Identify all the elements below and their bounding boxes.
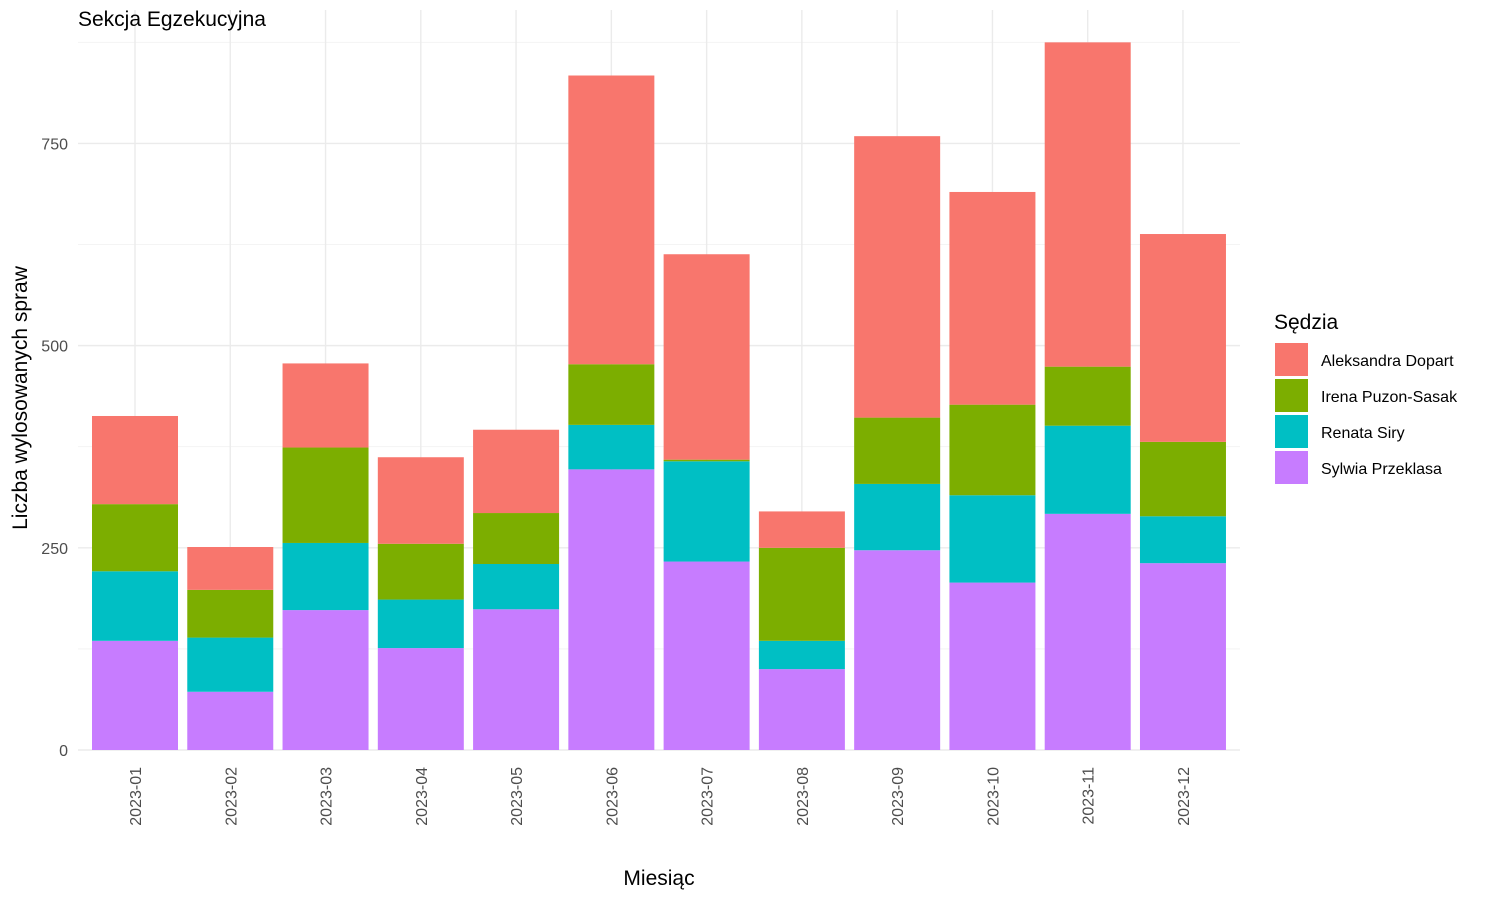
bar-segment xyxy=(1044,42,1131,367)
bar-segment xyxy=(377,648,464,750)
bar-segment xyxy=(1044,513,1131,750)
bar-segment xyxy=(377,457,464,544)
bar-segment xyxy=(854,483,941,551)
bar-segment xyxy=(758,547,845,641)
legend-items: Aleksandra Dopart Irena Puzon-Sasak Renata… xyxy=(1275,343,1458,484)
bar-segment xyxy=(949,404,1036,496)
bar-segment xyxy=(949,191,1036,405)
bar-segment xyxy=(758,640,845,670)
x-tick-label: 2023-12 xyxy=(1176,767,1193,826)
bar-segment xyxy=(854,417,941,484)
x-tick-label: 2023-09 xyxy=(890,767,907,826)
bar-segment xyxy=(568,424,655,470)
bar-segment xyxy=(473,609,560,750)
bar-segment xyxy=(282,610,369,750)
bar-segment xyxy=(758,511,845,548)
legend-item: Renata Siry xyxy=(1275,415,1405,448)
bar-segment xyxy=(758,669,845,750)
bar-segment xyxy=(568,364,655,425)
bar-segment xyxy=(92,571,178,641)
bar-segment xyxy=(187,691,274,750)
bar-segment xyxy=(473,563,560,610)
x-tick-label: 2023-01 xyxy=(128,767,145,826)
bar-segment xyxy=(1139,441,1226,517)
bar-segment xyxy=(663,459,750,462)
bar-segment xyxy=(282,447,369,543)
bar-segment xyxy=(473,429,560,514)
x-tick-label: 2023-05 xyxy=(509,767,526,826)
legend-label: Irena Puzon-Sasak xyxy=(1321,389,1458,406)
legend-label: Renata Siry xyxy=(1321,425,1405,442)
bar-segment xyxy=(663,254,750,460)
legend-item: Irena Puzon-Sasak xyxy=(1275,379,1458,412)
y-tick-label: 500 xyxy=(41,339,68,356)
x-tick-label: 2023-07 xyxy=(700,767,717,826)
bar-segment xyxy=(1139,563,1226,750)
legend-title: Sędzia xyxy=(1274,311,1339,334)
legend-swatch xyxy=(1275,343,1308,376)
legend-swatch xyxy=(1275,379,1308,412)
x-tick-label: 2023-08 xyxy=(795,767,812,826)
bar-segment xyxy=(663,561,750,750)
bar-segment xyxy=(663,461,750,562)
legend: Sędzia Aleksandra Dopart Irena Puzon-Sasa… xyxy=(1274,311,1458,484)
bar-segment xyxy=(377,599,464,649)
y-axis-title: Liczba wylosowanych spraw xyxy=(9,265,32,530)
x-tick-label: 2023-03 xyxy=(319,767,336,826)
y-tick-label: 750 xyxy=(41,136,68,153)
y-tick-label: 250 xyxy=(41,541,68,558)
bar-segment xyxy=(949,495,1036,583)
x-tick-label: 2023-11 xyxy=(1081,767,1098,825)
bar-segment xyxy=(282,542,369,611)
legend-label: Aleksandra Dopart xyxy=(1321,353,1454,370)
legend-item: Aleksandra Dopart xyxy=(1275,343,1454,376)
bar-segment xyxy=(1044,366,1131,426)
bar-segment xyxy=(854,136,941,418)
bar-segment xyxy=(282,363,369,448)
y-tick-label: 0 xyxy=(59,743,68,760)
bar-segment xyxy=(187,637,274,692)
bar-segment xyxy=(92,415,178,505)
bar-segment xyxy=(854,550,941,750)
legend-item: Sylwia Przeklasa xyxy=(1275,451,1442,484)
legend-swatch xyxy=(1275,415,1308,448)
bar-segment xyxy=(1139,516,1226,564)
legend-label: Sylwia Przeklasa xyxy=(1321,461,1442,478)
bar-segment xyxy=(92,504,178,572)
legend-swatch xyxy=(1275,451,1308,484)
bar-segment xyxy=(377,543,464,600)
chart-title: Sekcja Egzekucyjna xyxy=(78,8,266,31)
x-tick-label: 2023-02 xyxy=(223,767,240,826)
x-tick-label: 2023-04 xyxy=(414,767,431,826)
bars xyxy=(92,42,1226,750)
bar-segment xyxy=(187,547,274,590)
bar-segment xyxy=(473,513,560,564)
bar-segment xyxy=(92,640,178,750)
y-axis-ticks: 0 250 500 750 xyxy=(41,136,68,760)
bar-segment xyxy=(568,75,655,365)
x-axis-ticks: 2023-01 2023-02 2023-03 2023-04 2023-05 2023-… xyxy=(128,767,1193,826)
bar-segment xyxy=(949,582,1036,750)
x-axis-title: Miesiąc xyxy=(623,867,694,890)
bar-segment xyxy=(1044,425,1131,514)
bar-segment xyxy=(1139,234,1226,442)
x-tick-label: 2023-10 xyxy=(985,767,1002,826)
bar-segment xyxy=(568,469,655,750)
x-tick-label: 2023-06 xyxy=(604,767,621,826)
bar-segment xyxy=(187,589,274,638)
